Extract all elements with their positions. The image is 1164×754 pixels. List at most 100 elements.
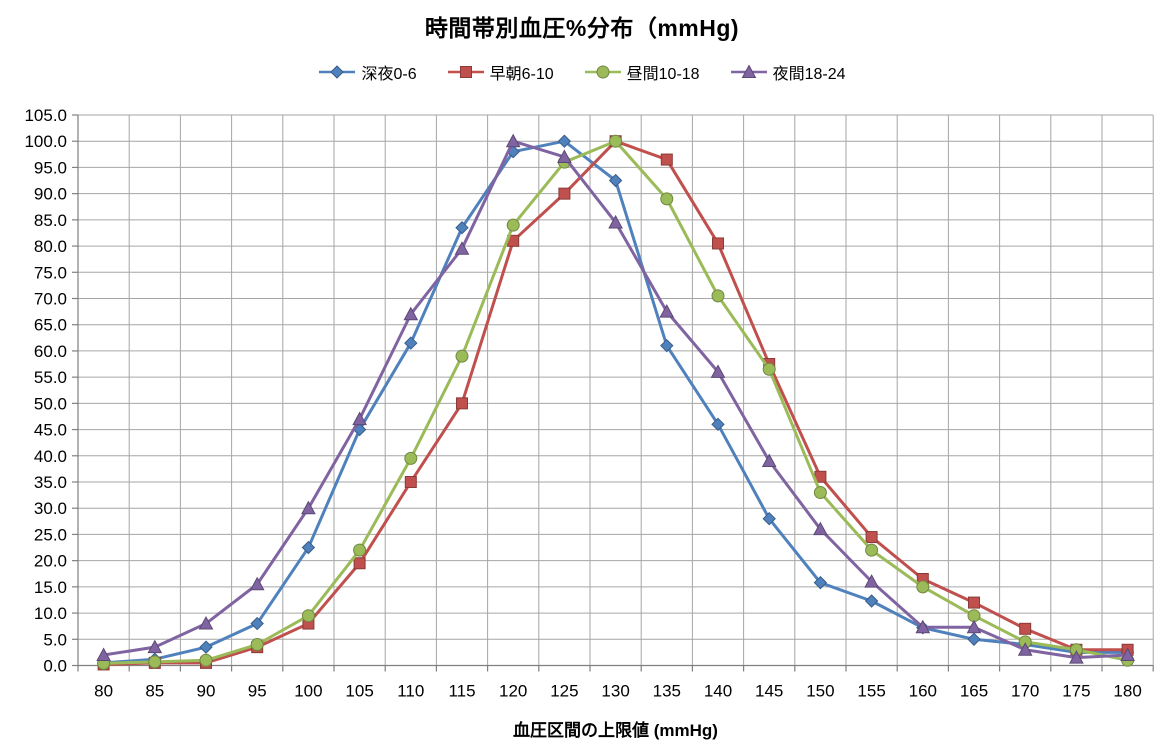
- x-tick-label: 80: [94, 682, 113, 701]
- data-point-marker: [147, 639, 163, 654]
- x-tick-label: 130: [601, 682, 629, 701]
- legend-circle-marker-icon: [584, 64, 622, 80]
- y-tick-label: 10.0: [34, 604, 67, 623]
- data-point-marker: [199, 653, 213, 667]
- x-tick-label: 115: [448, 682, 475, 701]
- data-point-marker: [711, 289, 725, 303]
- data-point-marker: [250, 616, 264, 631]
- y-tick-label: 70.0: [34, 290, 67, 309]
- data-point-marker: [404, 476, 417, 488]
- x-tick-label: 95: [248, 682, 267, 701]
- x-tick-label: 100: [294, 682, 322, 701]
- x-tick-label: 170: [1011, 682, 1039, 701]
- data-point-marker: [505, 133, 521, 148]
- data-point-marker: [968, 596, 980, 609]
- x-tick-label: 150: [806, 682, 834, 701]
- data-point-marker: [1069, 650, 1084, 664]
- x-tick-label: 85: [145, 682, 164, 701]
- legend-label: 昼間10-18: [626, 66, 700, 83]
- y-tick-label: 100.0: [24, 132, 67, 151]
- data-point-marker: [916, 580, 930, 594]
- legend-item-series-1: 早朝6-10: [447, 60, 554, 84]
- data-point-marker: [353, 543, 367, 557]
- data-point-marker: [711, 417, 725, 432]
- data-point-marker: [249, 576, 265, 591]
- data-point-marker: [1019, 622, 1032, 635]
- x-tick-label: 120: [499, 682, 527, 701]
- data-point-marker: [1120, 647, 1135, 662]
- data-point-marker: [506, 218, 520, 232]
- data-point-marker: [199, 640, 213, 654]
- data-point-marker: [250, 638, 264, 652]
- y-tick-label: 5.0: [43, 630, 67, 649]
- data-point-marker: [864, 574, 879, 588]
- legend-item-series-2: 昼間10-18: [584, 60, 700, 84]
- y-tick-label: 60.0: [34, 342, 67, 361]
- data-point-marker: [148, 655, 162, 669]
- data-point-marker: [96, 647, 111, 662]
- data-point-marker: [352, 411, 367, 426]
- data-point-marker: [404, 336, 418, 350]
- x-tick-label: 145: [755, 682, 783, 701]
- data-point-marker: [660, 192, 674, 206]
- y-tick-label: 40.0: [34, 447, 67, 466]
- y-tick-label: 0.0: [43, 657, 67, 676]
- y-tick-label: 95.0: [34, 158, 67, 177]
- y-tick-label: 15.0: [34, 578, 67, 597]
- data-point-marker: [454, 241, 470, 255]
- data-point-marker: [1017, 642, 1033, 656]
- data-point-marker: [813, 521, 828, 536]
- data-point-marker: [558, 187, 571, 200]
- data-point-marker: [865, 531, 878, 544]
- legend-label: 夜間18-24: [772, 66, 846, 83]
- legend-triangle-marker-icon: [730, 64, 768, 80]
- legend-diamond-marker-icon: [318, 64, 356, 80]
- data-point-marker: [710, 364, 726, 378]
- x-tick-label: 140: [704, 682, 732, 701]
- y-tick-label: 90.0: [34, 185, 67, 204]
- data-point-marker: [404, 451, 418, 465]
- legend-label: 深夜0-6: [361, 66, 417, 83]
- data-point-marker: [198, 616, 214, 630]
- x-tick-label: 180: [1113, 682, 1141, 701]
- data-point-marker: [609, 134, 623, 148]
- data-point-marker: [353, 557, 366, 570]
- y-tick-label: 25.0: [34, 525, 67, 544]
- legend-item-series-3: 夜間18-24: [730, 60, 846, 84]
- data-point-marker: [557, 149, 572, 163]
- x-tick-label: 110: [397, 682, 424, 701]
- data-point-marker: [659, 304, 675, 318]
- x-axis-title: 血圧区間の上限値 (mmHg): [513, 721, 718, 740]
- legend-square-marker-icon: [447, 64, 485, 80]
- y-tick-label: 30.0: [34, 499, 67, 518]
- data-point-marker: [967, 632, 981, 646]
- data-point-marker: [660, 338, 674, 353]
- x-tick-label: 135: [653, 682, 681, 701]
- y-tick-label: 105.0: [24, 106, 67, 125]
- data-point-marker: [456, 397, 468, 410]
- x-tick-label: 155: [857, 682, 885, 701]
- x-tick-label: 165: [960, 682, 988, 701]
- y-tick-label: 65.0: [34, 316, 67, 335]
- x-tick-label: 90: [197, 682, 216, 701]
- data-point-marker: [301, 500, 316, 515]
- x-tick-label: 175: [1062, 682, 1090, 701]
- x-tick-label: 105: [345, 682, 373, 701]
- data-point-marker: [762, 362, 776, 376]
- data-point-marker: [864, 594, 879, 608]
- data-point-marker: [557, 134, 572, 148]
- data-point-marker: [301, 540, 316, 555]
- data-point-marker: [865, 543, 879, 557]
- y-tick-label: 50.0: [34, 394, 67, 413]
- data-point-marker: [712, 237, 724, 250]
- y-tick-label: 85.0: [34, 211, 67, 230]
- data-point-marker: [660, 153, 673, 166]
- data-point-marker: [608, 214, 623, 229]
- data-point-marker: [761, 453, 777, 468]
- data-point-marker: [301, 609, 315, 623]
- chart-title: 時間帯別血圧%分布（mmHg): [424, 15, 740, 41]
- data-point-marker: [762, 511, 776, 526]
- legend-label: 早朝6-10: [489, 66, 554, 83]
- data-point-marker: [455, 349, 469, 363]
